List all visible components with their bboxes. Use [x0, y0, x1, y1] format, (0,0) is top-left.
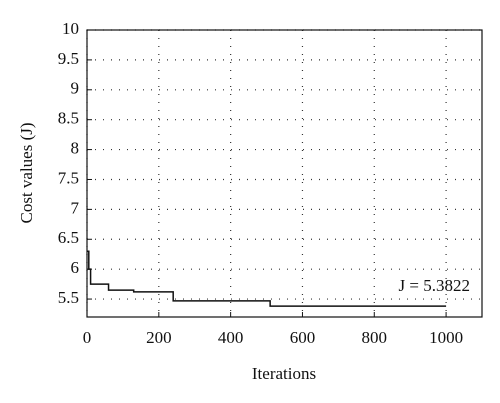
x-tick-label: 200 — [146, 328, 172, 347]
y-tick-label: 6 — [71, 258, 80, 277]
y-tick-label: 8 — [71, 138, 80, 157]
cost-line — [87, 250, 447, 307]
x-tick-label: 0 — [83, 328, 92, 347]
y-tick-label: 5.5 — [58, 288, 79, 307]
x-axis-label: Iterations — [252, 364, 316, 383]
y-tick-label: 8.5 — [58, 109, 79, 128]
y-tick-label: 10 — [62, 19, 79, 38]
y-tick-label: 9 — [71, 79, 80, 98]
y-tick-label: 7.5 — [58, 168, 79, 187]
x-tick-label: 800 — [362, 328, 388, 347]
annotation: J = 5.3822 — [399, 276, 470, 295]
y-tick-label: 6.5 — [58, 228, 79, 247]
x-tick-label: 400 — [218, 328, 244, 347]
y-axis-label: Cost values (J) — [17, 122, 36, 223]
plot-frame — [86, 29, 483, 318]
y-tick-label: 9.5 — [58, 49, 79, 68]
y-tick-label: 7 — [71, 198, 80, 217]
x-tick-label: 1000 — [429, 328, 463, 347]
x-tick-label: 600 — [290, 328, 316, 347]
